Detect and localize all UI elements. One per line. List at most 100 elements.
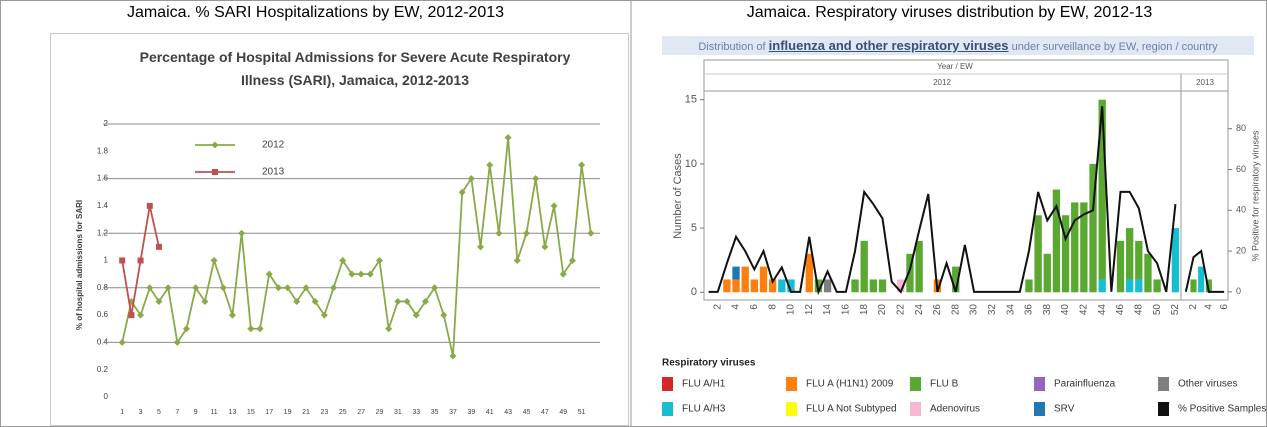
x-tick-label: 46 <box>1115 304 1126 316</box>
x-tick-label: 43 <box>504 409 512 416</box>
legend-label: SRV <box>1054 404 1075 415</box>
marker <box>394 297 402 305</box>
bar <box>860 240 868 293</box>
y-tick-label: 0 <box>691 286 697 298</box>
legend-swatch <box>662 377 673 391</box>
marker <box>568 257 576 264</box>
bar <box>1052 189 1061 293</box>
bar <box>1089 163 1097 293</box>
bar <box>1080 202 1088 293</box>
marker <box>293 297 301 305</box>
x-tick-label: 49 <box>559 409 567 416</box>
y-tick-label: 1.6 <box>97 174 109 183</box>
marker <box>513 257 521 264</box>
x-tick-label: 40 <box>1060 304 1071 316</box>
x-tick-label: 32 <box>987 304 998 316</box>
marker <box>486 161 494 169</box>
marker <box>541 243 549 251</box>
y2-tick-label: 60 <box>1236 164 1246 174</box>
x-tick-label: 21 <box>302 409 310 416</box>
marker <box>421 297 429 305</box>
x-tick-label: 15 <box>247 409 255 416</box>
legend-label: 2012 <box>262 140 285 151</box>
legend-swatch <box>786 377 797 391</box>
y-tick-label: 15 <box>685 94 697 106</box>
legend-marker <box>212 169 218 175</box>
marker <box>146 284 154 292</box>
bar <box>741 266 749 293</box>
legend-swatch <box>786 402 797 416</box>
x-tick-label: 24 <box>914 304 925 316</box>
right-heading: Jamaica. Respiratory viruses distributio… <box>746 4 1153 21</box>
y-tick-label: 0.8 <box>97 283 109 292</box>
x-tick-label: 38 <box>1042 304 1053 316</box>
legend-swatch <box>910 377 921 391</box>
marker <box>201 297 209 305</box>
x-tick-label: 35 <box>431 409 439 416</box>
bar <box>1135 279 1143 293</box>
y-tick-label: 0.4 <box>97 338 109 347</box>
legend-swatch <box>1158 402 1169 416</box>
y2-tick-label: 0 <box>1236 286 1241 296</box>
x-tick-label: 5 <box>157 409 161 416</box>
y-tick-label: 10 <box>685 158 697 170</box>
marker <box>550 202 558 210</box>
y-tick-label: 1 <box>104 256 109 265</box>
bar <box>878 279 887 293</box>
bar <box>823 279 832 293</box>
marker <box>228 311 236 319</box>
marker <box>137 257 144 264</box>
marker <box>330 284 338 292</box>
subtitle-part: Distribution of <box>698 41 766 53</box>
marker <box>431 284 439 292</box>
y-tick-label: 0 <box>104 392 109 401</box>
marker <box>348 270 356 278</box>
x-tick-label: 14 <box>822 304 833 316</box>
left-heading: Jamaica. % SARI Hospitalizations by EW, … <box>126 4 505 21</box>
marker <box>173 338 181 346</box>
bar <box>732 266 740 280</box>
marker <box>458 188 466 196</box>
marker <box>495 229 503 237</box>
marker <box>366 270 374 278</box>
x-tick-label: 23 <box>320 409 328 416</box>
marker <box>504 134 512 142</box>
marker <box>256 325 264 333</box>
y-tick-label: 1.8 <box>97 146 109 155</box>
x-tick-label: 17 <box>265 409 273 416</box>
x-tick-label: 27 <box>357 409 365 416</box>
x-tick-label: 34 <box>1005 304 1016 316</box>
marker <box>311 297 319 305</box>
marker <box>467 175 475 183</box>
x-tick-label: 16 <box>841 304 852 316</box>
x-tick-label: 28 <box>950 304 961 316</box>
bar <box>1153 279 1161 293</box>
y-tick-label: 1.2 <box>97 228 109 237</box>
marker <box>449 352 457 360</box>
marker <box>155 297 163 305</box>
x-tick-label: 52 <box>1170 304 1181 316</box>
legend-label: FLU A/H3 <box>682 404 726 415</box>
y2-axis-label: % Positive for respiratory viruses <box>1250 130 1260 262</box>
x-tick-label: 33 <box>412 409 420 416</box>
marker <box>146 202 153 209</box>
bar <box>1034 215 1042 293</box>
y-axis-label: % of hospital admissions for SARI <box>75 200 84 330</box>
positive-line <box>1184 249 1225 293</box>
marker <box>284 284 292 292</box>
x-tick-label: 48 <box>1133 304 1144 316</box>
x-tick-label: 7 <box>175 409 179 416</box>
marker <box>320 311 328 319</box>
marker <box>375 257 383 264</box>
legend-label: FLU B <box>930 379 959 390</box>
bar <box>915 240 923 293</box>
marker <box>412 311 420 319</box>
legend-swatch <box>1034 377 1045 391</box>
bar <box>1098 279 1106 293</box>
y2-tick-label: 80 <box>1236 123 1246 133</box>
x-tick-label: 29 <box>376 409 384 416</box>
bar <box>869 279 878 293</box>
legend-label: Adenovirus <box>930 404 980 415</box>
x-tick-label: 26 <box>932 304 943 316</box>
